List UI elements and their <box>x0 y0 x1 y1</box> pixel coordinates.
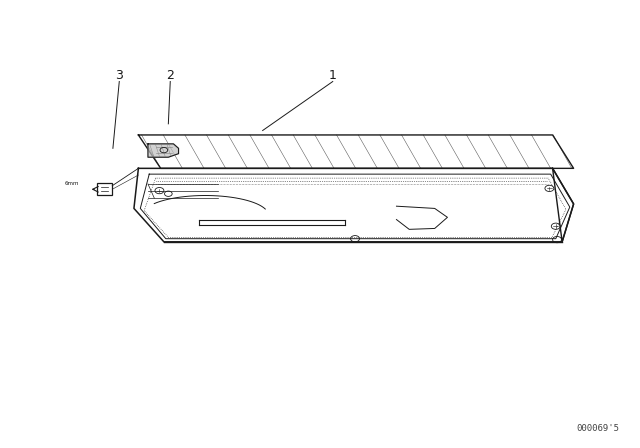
Polygon shape <box>148 144 179 157</box>
Text: 000069'5: 000069'5 <box>577 424 620 433</box>
Text: 6mm: 6mm <box>65 181 79 185</box>
Text: 1: 1 <box>329 69 337 82</box>
Text: 2: 2 <box>166 69 174 82</box>
Text: 3: 3 <box>115 69 124 82</box>
